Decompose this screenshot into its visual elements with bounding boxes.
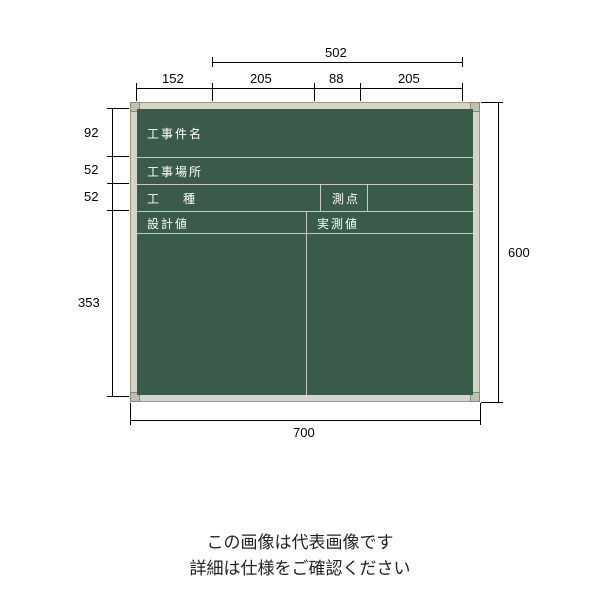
- caption-line-1: この画像は代表画像です: [0, 530, 600, 556]
- rule-line: [137, 211, 473, 212]
- caption-line-2: 詳細は仕様をご確認ください: [0, 556, 600, 582]
- dim-700: 700: [293, 425, 315, 440]
- dim-502: 502: [325, 45, 347, 60]
- dim-600: 600: [508, 245, 530, 260]
- dim-line-bottom: [130, 420, 480, 421]
- dim-52b: 52: [84, 189, 98, 204]
- rule-line-v: [306, 211, 307, 395]
- row-label-4: 設計値: [147, 215, 189, 232]
- blackboard-frame: 工事件名 工事場所 工 種 測点 設計値 実測値: [130, 102, 480, 402]
- dim-line-left: [112, 108, 113, 396]
- row-label-2: 工事場所: [147, 163, 203, 180]
- diagram-area: 工事件名 工事場所 工 種 測点 設計値 実測値 502 152 205 88 …: [0, 0, 600, 520]
- blackboard-surface: 工事件名 工事場所 工 種 測点 設計値 実測値: [137, 109, 473, 395]
- row-label-4b: 実測値: [317, 215, 359, 232]
- dim-line-top-total: [212, 62, 462, 63]
- dim-line-top-seg: [136, 88, 462, 89]
- rule-line: [137, 233, 473, 234]
- rule-line-v: [320, 184, 321, 211]
- dim-92: 92: [84, 125, 98, 140]
- row-label-3: 工 種: [147, 190, 201, 207]
- dim-52a: 52: [84, 162, 98, 177]
- dim-88: 88: [329, 71, 343, 86]
- dim-353: 353: [78, 295, 100, 310]
- dim-205a: 205: [250, 71, 272, 86]
- rule-line: [137, 184, 473, 185]
- row-label-3b: 測点: [332, 190, 360, 207]
- rule-line: [137, 157, 473, 158]
- caption: この画像は代表画像です 詳細は仕様をご確認ください: [0, 530, 600, 581]
- rule-line-v: [367, 184, 368, 211]
- dim-152: 152: [162, 71, 184, 86]
- dim-line-right: [498, 102, 499, 402]
- dim-205b: 205: [398, 71, 420, 86]
- row-label-1: 工事件名: [147, 125, 203, 142]
